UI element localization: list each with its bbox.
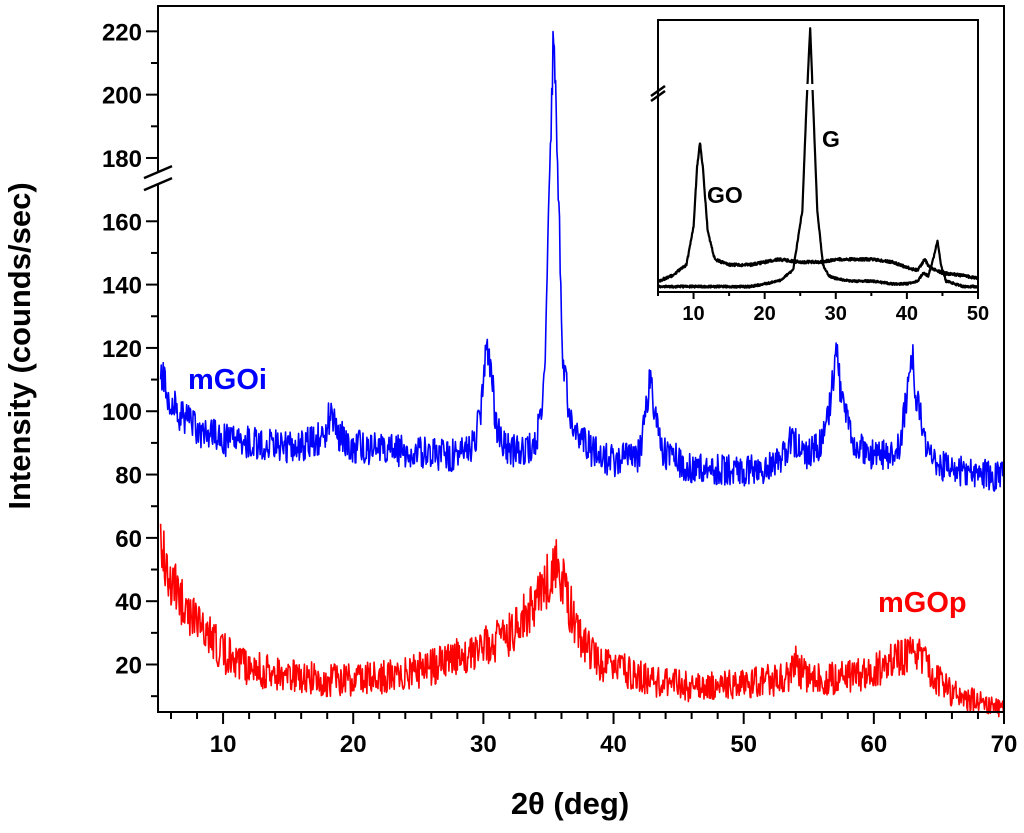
inset-label-go: GO: [707, 182, 743, 208]
x-tick-label: 70: [991, 731, 1018, 758]
inset-x-ticks: 10 20 30 40 50: [657, 292, 989, 325]
inset-plot-frame: [657, 19, 979, 293]
y-tick-label: 180: [102, 146, 142, 173]
y-tick-label: 20: [115, 653, 142, 680]
series-line-mgoi: [159, 30, 1005, 493]
x-tick-label: 20: [340, 731, 367, 758]
series-line-g: [657, 27, 980, 289]
y-axis-title: Intensity (counds/sec): [2, 182, 37, 509]
x-tick-label: 50: [730, 731, 757, 758]
inset-plot-background: [658, 20, 978, 292]
x-tick-label: 40: [896, 303, 918, 325]
inset-plot: 10 20 30 40 50 GO G: [650, 19, 989, 325]
inset-series-group: [656, 27, 980, 289]
main-series-group: [159, 30, 1005, 718]
series-label-mgop: mGOp: [878, 587, 967, 619]
inset-axis-break: [650, 84, 822, 103]
x-tick-label: 50: [967, 303, 989, 325]
x-tick-label: 10: [210, 731, 237, 758]
y-tick-label: 80: [115, 463, 142, 490]
x-tick-label: 60: [860, 731, 887, 758]
series-line-mgop: [159, 523, 1005, 718]
inset-peak-break-gap: [800, 84, 822, 90]
x-tick-label: 20: [754, 303, 776, 325]
main-x-ticks: 10 20 30 40 50 60 70: [170, 712, 1018, 758]
main-plot: 10 20 30 40 50 60 70 2040608010012014016018020…: [2, 5, 1018, 821]
inset-axis-break-mark: [650, 84, 666, 98]
x-tick-label: 30: [470, 731, 497, 758]
y-tick-label: 40: [115, 589, 142, 616]
y-tick-label: 120: [102, 336, 142, 363]
y-tick-label: 220: [102, 19, 142, 46]
x-tick-label: 40: [600, 731, 627, 758]
x-tick-label: 30: [825, 303, 847, 325]
y-axis-break: [140, 164, 176, 192]
x-tick-label: 10: [682, 303, 704, 325]
main-plot-frame: [157, 5, 1005, 713]
y-tick-label: 160: [102, 209, 142, 236]
axis-break-mark: [143, 176, 173, 192]
inset-label-g: G: [822, 126, 840, 152]
y-tick-label: 100: [102, 399, 142, 426]
x-axis-title: 2θ (deg): [511, 786, 629, 821]
y-tick-label: 200: [102, 83, 142, 110]
y-tick-label: 60: [115, 526, 142, 553]
series-line-go: [656, 142, 979, 284]
axis-break-mark: [143, 164, 173, 180]
series-label-mgoi: mGOi: [188, 364, 267, 396]
main-y-ticks: 20 40 60 80 100 120 140 160 180 200 220: [102, 19, 158, 698]
y-tick-label: 140: [102, 273, 142, 300]
inset-axis-break-mark: [650, 89, 666, 103]
